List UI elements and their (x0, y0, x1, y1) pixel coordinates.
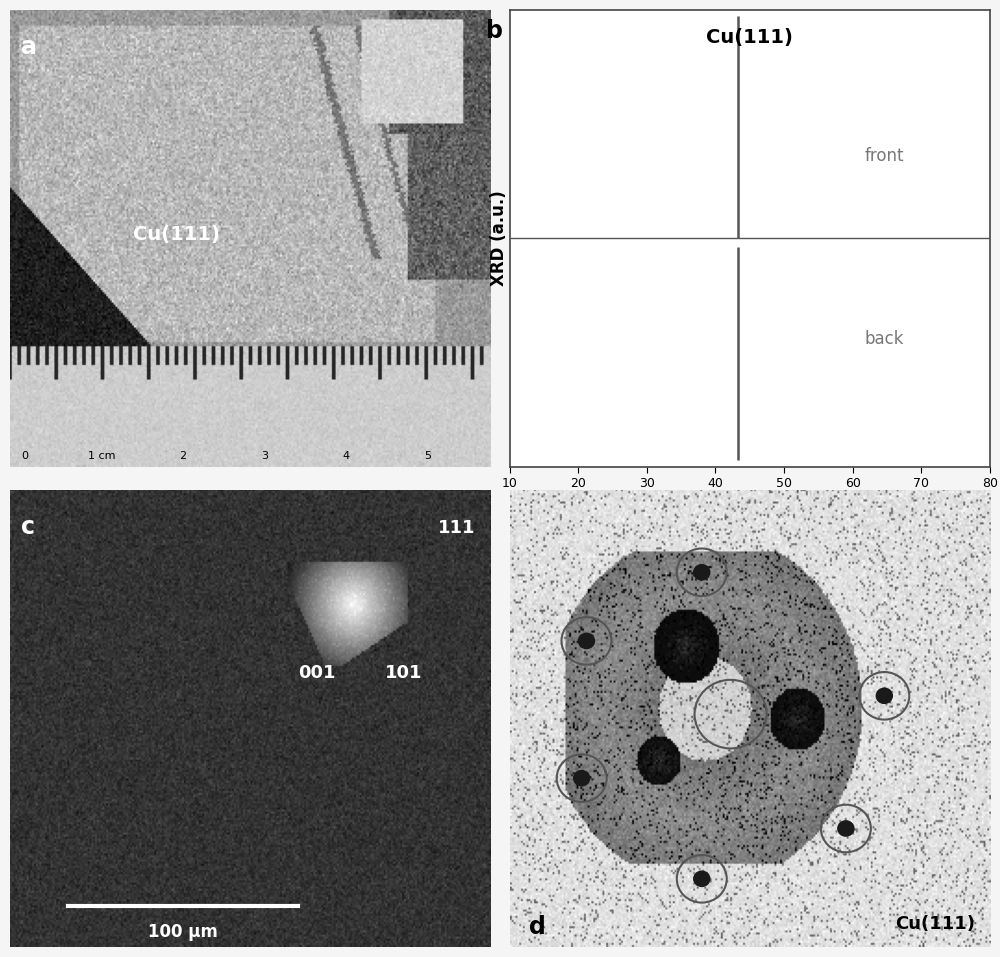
Circle shape (876, 687, 893, 704)
X-axis label: Angle (degree): Angle (degree) (680, 496, 820, 514)
Text: 101: 101 (385, 664, 422, 682)
Text: 001: 001 (298, 664, 336, 682)
Text: 3: 3 (261, 451, 268, 461)
Text: 111: 111 (438, 519, 476, 537)
Text: back: back (865, 330, 904, 348)
Text: 100 μm: 100 μm (148, 923, 218, 941)
Text: Cu(111): Cu(111) (896, 916, 976, 933)
Circle shape (578, 633, 595, 649)
Text: front: front (865, 147, 904, 165)
Text: 5: 5 (424, 451, 431, 461)
Text: 0: 0 (21, 451, 28, 461)
Y-axis label: XRD (a.u.): XRD (a.u.) (490, 190, 508, 286)
Circle shape (693, 871, 711, 887)
Circle shape (573, 769, 590, 787)
Text: 1 cm: 1 cm (88, 451, 115, 461)
Circle shape (837, 820, 855, 836)
Text: c: c (21, 515, 35, 539)
Text: Cu(111): Cu(111) (133, 225, 220, 244)
Text: 4: 4 (343, 451, 350, 461)
Text: Cu(111): Cu(111) (706, 28, 793, 47)
Text: a: a (21, 34, 37, 58)
Text: b: b (486, 19, 503, 43)
Text: d: d (529, 916, 546, 940)
Text: 2: 2 (179, 451, 187, 461)
Circle shape (693, 564, 711, 581)
